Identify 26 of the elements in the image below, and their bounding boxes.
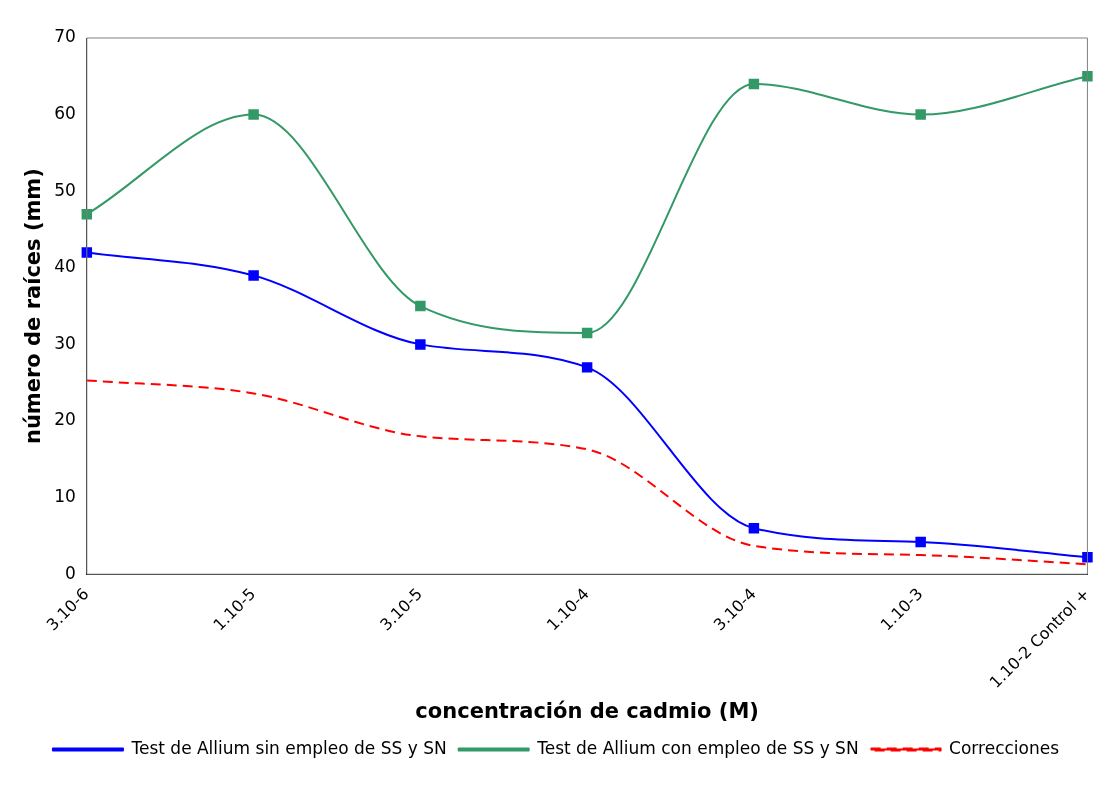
point: [581, 327, 593, 339]
point: [1082, 71, 1093, 82]
y-tick-label: 0: [65, 562, 76, 583]
legend-label: Test de Allium con empleo de SS y SN: [536, 737, 859, 758]
point: [581, 362, 593, 373]
y-tick-label: 50: [54, 179, 76, 200]
y-tick-label: 40: [54, 256, 76, 277]
point: [915, 109, 926, 120]
point: [415, 300, 426, 312]
y-tick-label: 30: [54, 332, 76, 353]
x-axis-title: concentración de cadmio (M): [415, 698, 759, 723]
y-tick-label: 20: [54, 409, 76, 430]
y-axis-title: número de raíces (mm): [21, 168, 46, 445]
point: [1082, 552, 1093, 563]
legend-label: Correcciones: [949, 737, 1060, 758]
point: [748, 522, 760, 534]
point: [915, 536, 926, 548]
y-tick-label: 10: [54, 486, 76, 507]
point: [748, 78, 760, 90]
point: [248, 270, 259, 281]
y-tick-label: 70: [54, 26, 76, 47]
point: [415, 339, 426, 350]
point: [248, 109, 259, 120]
point: [81, 247, 93, 258]
legend-label: Test de Allium sin empleo de SS y SN: [130, 737, 447, 758]
y-tick-label: 60: [54, 103, 76, 124]
